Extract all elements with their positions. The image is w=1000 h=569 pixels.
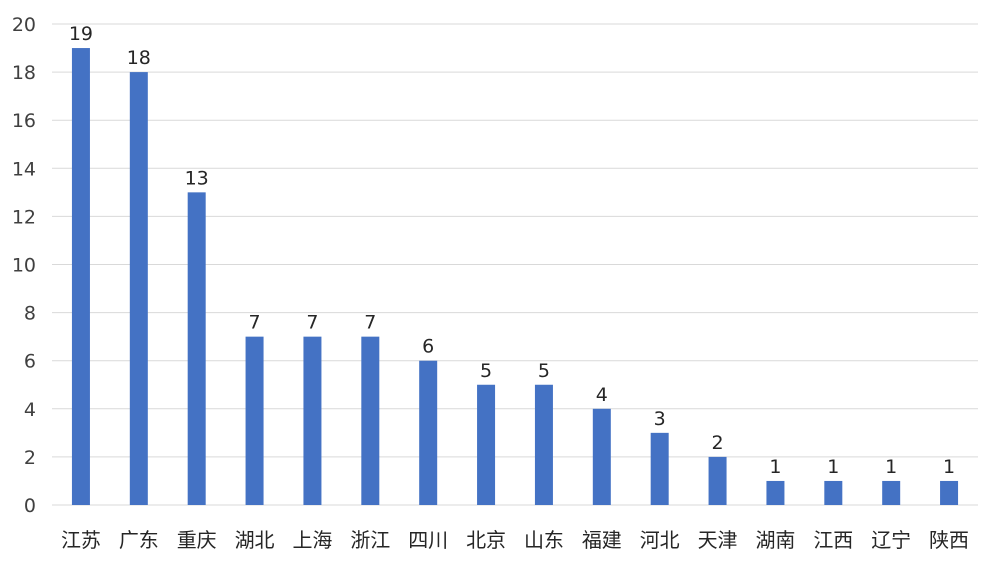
x-category-label: 广东 [119, 528, 159, 552]
bar-上海 [303, 336, 322, 505]
data-label: 7 [249, 312, 261, 334]
y-axis-ticks: 0 2 4 6 8 10 12 14 16 18 20 [12, 14, 36, 517]
data-label: 6 [422, 336, 434, 358]
y-tick-label: 14 [12, 158, 36, 180]
bar-浙江 [361, 336, 380, 505]
bar-辽宁 [882, 480, 901, 505]
bar-山东 [534, 384, 553, 505]
x-category-label: 河北 [640, 528, 680, 552]
x-category-label: 重庆 [177, 528, 217, 552]
data-labels: 19 18 13 7 7 7 6 5 5 4 3 2 1 1 1 1 [69, 23, 955, 478]
x-category-label: 福建 [582, 528, 622, 552]
data-label: 1 [769, 456, 781, 478]
x-category-label: 江苏 [61, 528, 101, 552]
bar-广东 [129, 72, 148, 505]
y-tick-label: 0 [24, 495, 36, 517]
bars [71, 48, 959, 506]
y-tick-label: 12 [12, 206, 36, 228]
data-label: 4 [596, 384, 608, 406]
data-label: 7 [364, 312, 376, 334]
y-tick-label: 16 [12, 110, 36, 132]
y-tick-label: 10 [12, 255, 36, 277]
data-label: 2 [712, 432, 724, 454]
data-label: 13 [185, 167, 209, 189]
data-label: 18 [127, 47, 151, 69]
bar-湖北 [245, 336, 264, 505]
x-category-label: 辽宁 [871, 528, 911, 552]
x-axis-categories: 江苏 广东 重庆 湖北 上海 浙江 四川 北京 山东 福建 河北 天津 湖南 江西 辽宁 陕西 [61, 528, 969, 552]
bar-四川 [419, 360, 438, 505]
bar-湖南 [766, 480, 785, 505]
data-label: 3 [654, 408, 666, 430]
bar-福建 [592, 408, 611, 505]
data-label: 5 [480, 360, 492, 382]
x-category-label: 四川 [408, 528, 448, 552]
bar-河北 [650, 432, 669, 505]
data-label: 5 [538, 360, 550, 382]
bar-北京 [477, 384, 496, 505]
y-tick-label: 8 [24, 303, 36, 325]
y-tick-label: 2 [24, 447, 36, 469]
x-category-label: 北京 [466, 528, 506, 552]
x-category-label: 湖北 [235, 528, 275, 552]
x-category-label: 湖南 [755, 528, 795, 552]
bar-重庆 [187, 192, 206, 505]
data-label: 7 [306, 312, 318, 334]
x-category-label: 天津 [698, 528, 738, 552]
y-tick-label: 4 [24, 399, 36, 421]
x-category-label: 浙江 [350, 528, 390, 552]
data-label: 1 [885, 456, 897, 478]
data-label: 1 [943, 456, 955, 478]
bar-天津 [708, 456, 727, 505]
y-tick-label: 18 [12, 62, 36, 84]
x-category-label: 上海 [292, 528, 332, 552]
bar-江西 [824, 480, 843, 505]
x-category-label: 江西 [813, 528, 853, 552]
x-category-label: 山东 [524, 528, 564, 552]
y-tick-label: 6 [24, 351, 36, 373]
bar-江苏 [71, 48, 90, 506]
y-tick-label: 20 [12, 14, 36, 36]
gridlines [52, 23, 978, 506]
x-category-label: 陕西 [929, 528, 969, 552]
data-label: 19 [69, 23, 93, 45]
bar-陕西 [940, 480, 959, 505]
data-label: 1 [827, 456, 839, 478]
